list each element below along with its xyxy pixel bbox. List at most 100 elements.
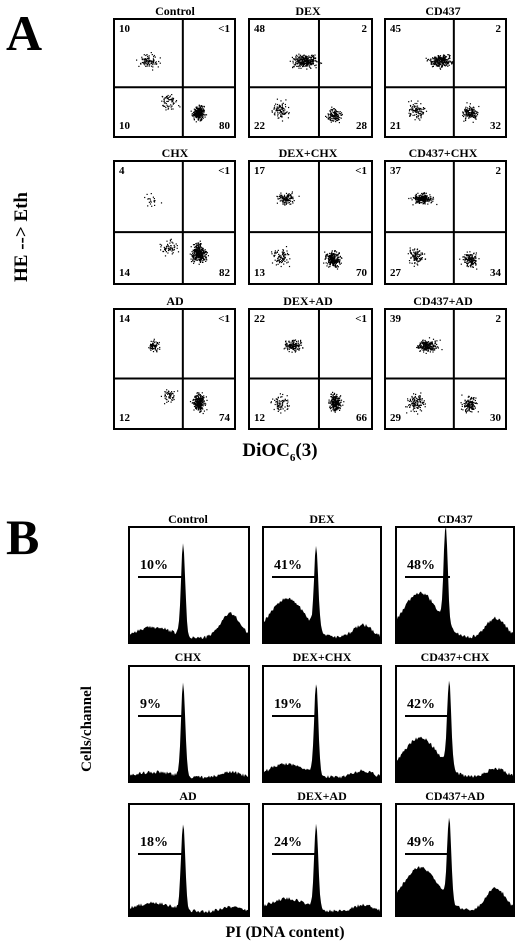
histogram-plot: 19% <box>262 665 382 783</box>
quadrant-scatter <box>250 310 371 428</box>
quadrant-ur-value: 2 <box>495 165 502 177</box>
quadrant-scatter <box>250 162 371 283</box>
quadrant-plot: 22 <1 12 66 <box>248 308 373 430</box>
plot-b-title: CD437 <box>437 512 473 526</box>
histogram-trace <box>264 684 380 781</box>
quadrant-lr-value: 66 <box>356 412 367 424</box>
sub-g1-gate-bar <box>138 853 183 855</box>
histogram-plot: 24% <box>262 803 382 917</box>
quadrant-plot: 14 <1 12 74 <box>113 308 236 430</box>
plot-b-title: DEX+CHX <box>292 650 352 664</box>
quadrant-ll-value: 21 <box>390 120 401 132</box>
quadrant-scatter <box>115 20 234 136</box>
histogram-plot: 9% <box>128 665 250 783</box>
quadrant-ur-value: <1 <box>218 23 230 35</box>
histogram-percent: 48% <box>407 558 435 573</box>
plot-b-title: CHX <box>174 650 202 664</box>
quadrant-scatter <box>115 162 234 283</box>
quadrant-lr-value: 28 <box>356 120 367 132</box>
quadrant-scatter <box>250 20 371 136</box>
histogram-trace <box>264 823 380 915</box>
quadrant-ur-value: <1 <box>218 165 230 177</box>
quadrant-plot: 48 2 22 28 <box>248 18 373 138</box>
quadrant-ur-value: <1 <box>355 313 367 325</box>
quadrant-ul-value: 45 <box>390 23 401 35</box>
plot-b-title: Control <box>168 512 208 526</box>
x-label-main: DiOC <box>242 440 290 461</box>
sub-g1-gate-bar <box>138 576 183 578</box>
sub-g1-gate-bar <box>272 576 317 578</box>
plot-b-title: CD437+CHX <box>420 650 490 664</box>
histogram-percent: 41% <box>274 558 302 573</box>
quadrant-lr-value: 74 <box>219 412 230 424</box>
histogram-trace <box>397 528 513 642</box>
quadrant-ll-value: 13 <box>254 267 265 279</box>
quadrant-ul-value: 10 <box>119 23 130 35</box>
sub-g1-gate-bar <box>405 853 450 855</box>
histogram-plot: 49% <box>395 803 515 917</box>
plot-b-title: DEX+AD <box>297 789 347 803</box>
quadrant-ll-value: 12 <box>119 412 130 424</box>
panel-a-x-axis-label: DiOC6(3) <box>180 440 380 464</box>
quadrant-ul-value: 39 <box>390 313 401 325</box>
quadrant-ur-value: 2 <box>495 23 502 35</box>
plot-b-title: CD437+AD <box>425 789 485 803</box>
histogram-trace <box>397 680 513 781</box>
quadrant-ul-value: 22 <box>254 313 265 325</box>
plot-a-title: DEX <box>295 4 321 18</box>
plot-a-title: CD437+CHX <box>408 146 478 160</box>
quadrant-scatter <box>386 20 505 136</box>
panel-a-y-axis-label: HE --> Eth <box>11 192 32 282</box>
plot-a-title: DEX+AD <box>283 294 333 308</box>
plot-a-title: CD437+AD <box>413 294 473 308</box>
quadrant-plot: 10 <1 10 80 <box>113 18 236 138</box>
quadrant-ll-value: 10 <box>119 120 130 132</box>
quadrant-scatter <box>386 310 505 428</box>
histogram-percent: 24% <box>274 835 302 850</box>
quadrant-scatter <box>386 162 505 283</box>
quadrant-plot: 4 <1 14 82 <box>113 160 236 285</box>
histogram-percent: 10% <box>140 558 168 573</box>
panel-b-letter: B <box>6 509 40 565</box>
quadrant-lr-value: 30 <box>490 412 501 424</box>
quadrant-ll-value: 29 <box>390 412 401 424</box>
histogram-trace <box>264 545 380 642</box>
quadrant-plot: 17 <1 13 70 <box>248 160 373 285</box>
plot-b-title: DEX <box>309 512 335 526</box>
histogram-trace <box>397 817 513 915</box>
quadrant-lr-value: 32 <box>490 120 501 132</box>
sub-g1-gate-bar <box>272 853 317 855</box>
plot-a-title: Control <box>155 4 195 18</box>
histogram-plot: 41% <box>262 526 382 644</box>
quadrant-plot: 39 2 29 30 <box>384 308 507 430</box>
histogram-trace <box>130 682 248 781</box>
quadrant-ll-value: 14 <box>119 267 130 279</box>
x-label-subscript: 6 <box>289 451 296 464</box>
quadrant-ur-value: <1 <box>218 313 230 325</box>
histogram-percent: 18% <box>140 835 168 850</box>
histogram-trace <box>130 824 248 915</box>
histogram-plot: 48% <box>395 526 515 644</box>
quadrant-ul-value: 17 <box>254 165 265 177</box>
quadrant-ll-value: 22 <box>254 120 265 132</box>
quadrant-ul-value: 37 <box>390 165 401 177</box>
histogram-percent: 42% <box>407 697 435 712</box>
plot-a-title: CHX <box>161 146 189 160</box>
histogram-trace <box>130 543 248 642</box>
plot-a-title: DEX+CHX <box>278 146 338 160</box>
quadrant-ur-value: 2 <box>361 23 368 35</box>
quadrant-plot: 37 2 27 34 <box>384 160 507 285</box>
histogram-plot: 42% <box>395 665 515 783</box>
histogram-percent: 19% <box>274 697 302 712</box>
panel-b-y-axis-label: Cells/channel <box>79 686 95 772</box>
quadrant-ul-value: 48 <box>254 23 265 35</box>
quadrant-ul-value: 14 <box>119 313 130 325</box>
quadrant-plot: 45 2 21 32 <box>384 18 507 138</box>
histogram-plot: 18% <box>128 803 250 917</box>
quadrant-ll-value: 27 <box>390 267 401 279</box>
quadrant-ll-value: 12 <box>254 412 265 424</box>
quadrant-lr-value: 34 <box>490 267 501 279</box>
quadrant-ul-value: 4 <box>119 165 125 177</box>
plot-a-title: AD <box>166 294 184 308</box>
